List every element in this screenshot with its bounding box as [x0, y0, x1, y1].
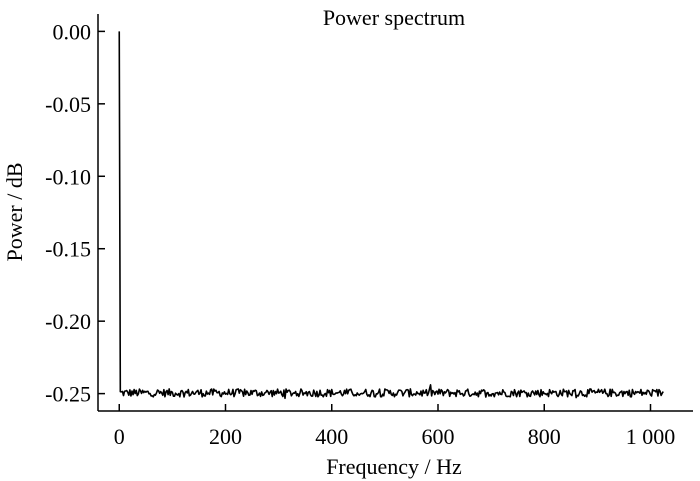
y-tick-label: -0.25 [45, 382, 91, 407]
series-group [118, 31, 664, 400]
y-tick-label: -0.10 [45, 164, 91, 189]
axes [97, 14, 693, 412]
y-tick-label: -0.15 [45, 237, 91, 262]
y-axis-title: Power / dB [2, 163, 27, 262]
x-axis-title: Frequency / Hz [326, 454, 462, 479]
chart-title: Power spectrum [323, 5, 465, 30]
x-tick-label: 400 [315, 424, 348, 449]
x-tick-label: 200 [209, 424, 242, 449]
y-tick-label: -0.05 [45, 92, 91, 117]
power-spectrum-line [118, 31, 664, 400]
x-tick-label: 1 000 [626, 424, 676, 449]
y-tick-label: -0.20 [45, 309, 91, 334]
x-ticks: 0 200 400 600 800 1 000 [114, 404, 676, 449]
x-tick-label: 800 [528, 424, 561, 449]
x-tick-label: 600 [422, 424, 455, 449]
y-ticks: 0.00 -0.05 -0.10 -0.15 -0.20 -0.25 [45, 19, 105, 407]
y-tick-label: 0.00 [53, 19, 92, 44]
x-tick-label: 0 [114, 424, 125, 449]
